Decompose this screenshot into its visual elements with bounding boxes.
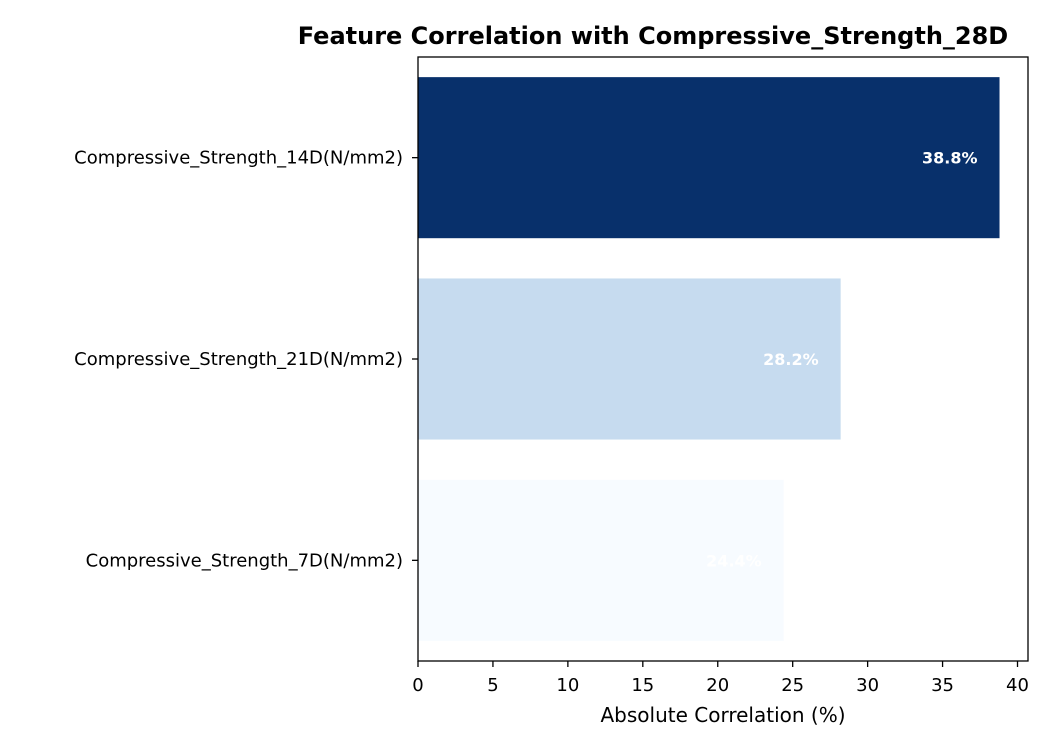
data-label: 38.8% [922, 149, 978, 168]
x-tick-label: 20 [706, 675, 729, 696]
chart-title: Feature Correlation with Compressive_Str… [298, 22, 1008, 50]
x-tick-label: 0 [412, 675, 423, 696]
x-tick-label: 25 [781, 675, 804, 696]
x-tick-label: 5 [487, 675, 498, 696]
y-tick-label: Compressive_Strength_21D(N/mm2) [74, 349, 403, 370]
y-tick-label: Compressive_Strength_7D(N/mm2) [86, 550, 403, 571]
x-tick-label: 15 [631, 675, 654, 696]
bars-layer [418, 77, 1000, 641]
data-label: 24.4% [706, 551, 762, 570]
x-tick-label: 30 [856, 675, 879, 696]
bar [418, 278, 841, 440]
bar [418, 479, 784, 641]
y-tick-label: Compressive_Strength_14D(N/mm2) [74, 148, 403, 169]
x-tick-label: 35 [931, 675, 954, 696]
y-axis: Compressive_Strength_14D(N/mm2) Compressi… [74, 148, 418, 571]
x-tick-label: 40 [1006, 675, 1029, 696]
data-labels-layer: 38.8% 28.2% 24.4% [706, 149, 977, 571]
data-label: 28.2% [763, 350, 819, 369]
x-axis: 0 5 10 15 20 25 30 35 40 [412, 661, 1029, 696]
x-axis-label: Absolute Correlation (%) [600, 703, 845, 727]
bar [418, 77, 1000, 239]
x-tick-label: 10 [556, 675, 579, 696]
